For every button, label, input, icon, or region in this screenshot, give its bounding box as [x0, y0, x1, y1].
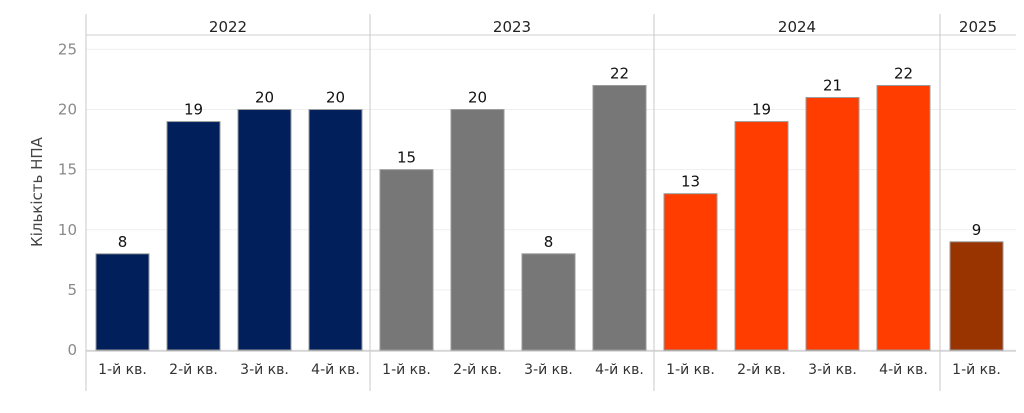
bar [876, 84, 931, 351]
bar-value-label: 20 [255, 89, 274, 107]
year-header-2023: 2023 [493, 18, 531, 36]
y-tick-label: 15 [58, 161, 77, 179]
bar-value-label: 19 [184, 101, 203, 119]
bar-value-label: 20 [468, 89, 487, 107]
year-header-2024: 2024 [778, 18, 816, 36]
bar-value-label: 22 [610, 64, 629, 82]
x-tick-label: 4-й кв. [311, 362, 360, 378]
bar-value-label: 19 [752, 101, 771, 119]
bar-value-label: 20 [326, 89, 345, 107]
x-tick-label: 2-й кв. [453, 362, 502, 378]
bar-value-label: 8 [118, 233, 128, 251]
bar [663, 193, 718, 351]
year-header-2022: 2022 [209, 18, 247, 36]
y-tick-label: 5 [67, 281, 77, 299]
x-tick-label: 4-й кв. [595, 362, 644, 378]
y-axis-label: Кількість НПА [28, 136, 46, 247]
bar [308, 109, 363, 351]
bar-value-label: 9 [972, 221, 982, 239]
x-tick-label: 1-й кв. [98, 362, 147, 378]
y-tick-label: 20 [58, 101, 77, 119]
year-header-2025: 2025 [959, 18, 997, 36]
bar-value-label: 21 [823, 77, 842, 95]
x-tick-label: 4-й кв. [879, 362, 928, 378]
x-tick-label: 1-й кв. [382, 362, 431, 378]
bar [949, 241, 1004, 351]
bar-value-label: 22 [894, 64, 913, 82]
y-tick-label: 10 [58, 221, 77, 239]
bar [805, 97, 860, 351]
x-tick-label: 3-й кв. [240, 362, 289, 378]
bar-layer [95, 84, 1004, 351]
x-tick-label: 2-й кв. [169, 362, 218, 378]
bar [95, 253, 150, 351]
bar-value-label: 15 [397, 149, 416, 167]
bar [592, 84, 647, 351]
x-tick-label: 3-й кв. [524, 362, 573, 378]
bar [450, 109, 505, 351]
x-tick-label: 3-й кв. [808, 362, 857, 378]
y-tick-label: 0 [67, 341, 77, 359]
bar-value-label: 8 [544, 233, 554, 251]
frame-layer [85, 14, 1016, 391]
bar [379, 169, 434, 351]
bar [237, 109, 292, 351]
bar [734, 121, 789, 351]
x-tick-label: 2-й кв. [737, 362, 786, 378]
y-tick-label: 25 [58, 40, 77, 58]
bar [521, 253, 576, 351]
x-tick-label: 1-й кв. [952, 362, 1001, 378]
x-tick-label: 1-й кв. [666, 362, 715, 378]
bar-value-label: 13 [681, 173, 700, 191]
bar [166, 121, 221, 351]
